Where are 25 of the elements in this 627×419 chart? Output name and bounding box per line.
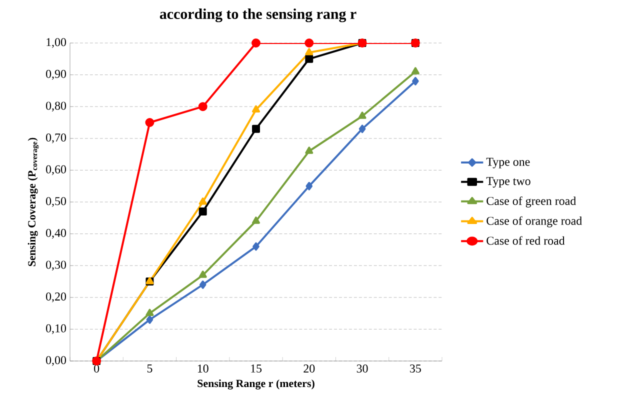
y-tick-label: 0,10 [46,324,66,334]
y-tick-label: 0,20 [46,292,66,302]
y-tick-label: 0,70 [46,134,66,144]
x-tick-label: 20 [304,364,315,373]
y-tick-label: 0,60 [46,165,66,176]
legend-label: Case of orange road [486,216,582,228]
y-axis-title: Sensing Coverage (P$_{coverage}$) [28,138,39,266]
x-tick-label: 30 [356,364,368,373]
y-tick-label: 0,50 [46,197,66,207]
legend-label: Type two [486,177,530,188]
x-tick-label: 35 [410,364,421,373]
x-axis-title: Sensing Range r (meters) [198,379,314,390]
y-tick-label: 0,00 [46,356,66,366]
x-tick-label: 15 [251,364,262,373]
x-tick-label: 5 [147,364,152,372]
y-tick-label: 1,00 [46,38,66,48]
legend-label: Case of red road [486,236,565,245]
x-tick-label: 10 [198,364,208,373]
y-tick-label: 0,30 [46,260,66,270]
y-tick-label: 0,90 [46,70,66,80]
legend-label: Case of green road [486,196,576,208]
y-tick-label: 0,40 [46,228,66,239]
legend-label: Type one [486,158,530,168]
chart-title: according to the sensing rang r [160,8,356,22]
y-tick-label: 0,80 [46,102,66,112]
